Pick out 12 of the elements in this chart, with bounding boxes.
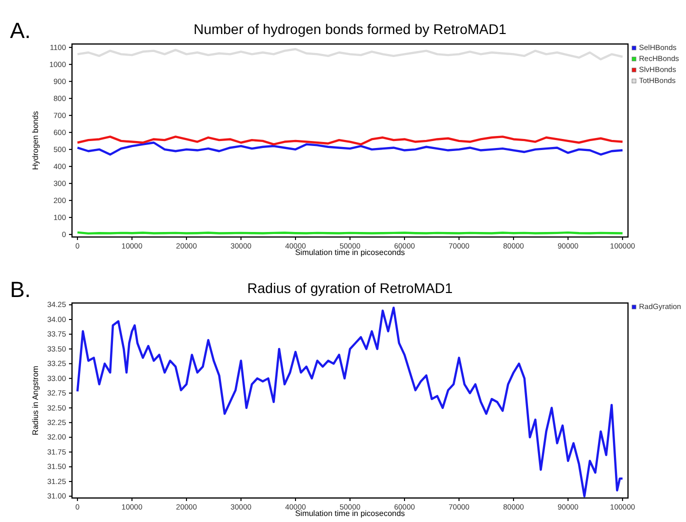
chart-title: Radius of gyration of RetroMAD1 (247, 280, 453, 296)
text: A. (10, 18, 31, 43)
line-series (76, 48, 624, 60)
x-axis-title: Simulation time in picoseconds (295, 248, 405, 257)
line-series (76, 306, 624, 498)
line-series (76, 142, 624, 156)
line-series (76, 136, 624, 146)
y-axis-title: Radius in Angstrom (31, 365, 40, 436)
text: B. (10, 277, 31, 302)
chart-title: Number of hydrogen bonds formed by RetroMAD1 (194, 21, 507, 37)
y-axis-title: Hydrogen bonds (31, 111, 40, 170)
x-axis-title: Simulation time in picoseconds (295, 509, 405, 518)
